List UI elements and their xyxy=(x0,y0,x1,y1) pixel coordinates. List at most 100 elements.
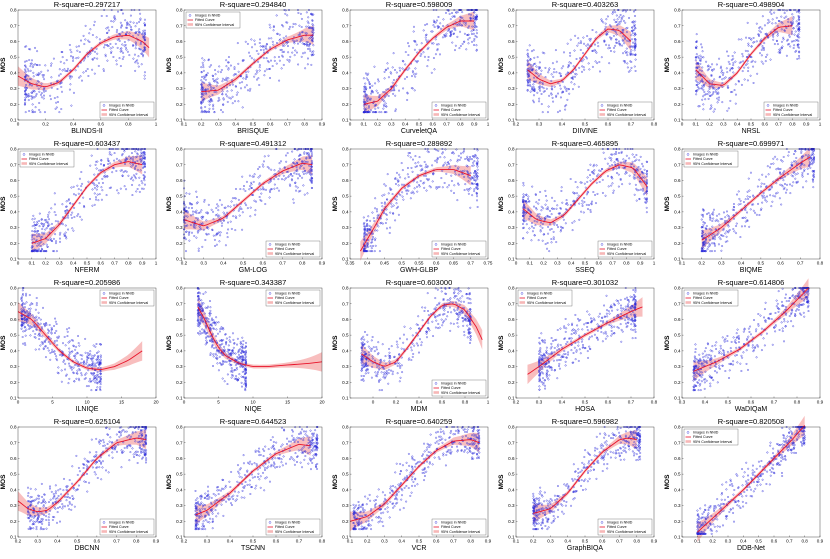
scatter-point xyxy=(780,47,783,50)
scatter-point xyxy=(77,192,80,195)
scatter-point xyxy=(542,87,545,90)
scatter-point xyxy=(704,82,707,85)
scatter-point xyxy=(704,244,707,247)
scatter-point xyxy=(624,159,627,162)
scatter-point xyxy=(280,48,283,51)
scatter-point xyxy=(252,189,255,192)
scatter-point xyxy=(421,167,424,170)
scatter-point xyxy=(394,197,397,200)
scatter-point xyxy=(140,48,142,51)
scatter-points xyxy=(200,9,315,114)
scatter-point xyxy=(595,202,597,205)
scatter-point xyxy=(106,44,109,47)
scatter-point xyxy=(298,24,301,27)
scatter-point xyxy=(33,96,36,99)
scatter-point xyxy=(813,176,816,179)
scatter-point xyxy=(235,73,238,76)
scatter-point xyxy=(563,85,566,88)
scatter-point xyxy=(257,77,260,80)
scatter-point xyxy=(395,202,398,205)
scatter-point xyxy=(475,36,478,39)
scatter-point xyxy=(126,157,129,160)
scatter-point xyxy=(375,103,377,106)
scatter-point xyxy=(415,43,418,46)
scatter-point xyxy=(263,70,266,73)
scatter-point xyxy=(133,53,136,56)
scatter-point xyxy=(476,195,478,198)
scatter-point xyxy=(435,19,438,22)
x-tick-label: 0.4 xyxy=(559,122,566,127)
x-tick-label: 0.8 xyxy=(125,122,132,127)
scatter-point xyxy=(185,206,188,209)
scatter-point xyxy=(731,55,734,57)
scatter-point xyxy=(81,182,84,185)
scatter-point xyxy=(36,64,39,66)
y-tick-label: 0.8 xyxy=(342,147,349,152)
confidence-band xyxy=(31,154,143,254)
scatter-point xyxy=(550,79,553,82)
scatter-point xyxy=(727,231,730,234)
scatter-point xyxy=(96,160,99,163)
scatter-point xyxy=(27,74,30,77)
scatter-point xyxy=(310,182,313,184)
scatter-point xyxy=(798,26,801,29)
fitted-curve xyxy=(522,164,648,224)
scatter-point xyxy=(281,178,283,181)
scatter-point xyxy=(526,79,529,81)
chart-title: R-square=0.491312 xyxy=(220,139,287,148)
scatter-point xyxy=(533,220,536,222)
scatter-point xyxy=(460,24,463,27)
scatter-point xyxy=(759,52,761,55)
scatter-point xyxy=(83,205,85,207)
scatter-point xyxy=(642,172,645,175)
scatter-point xyxy=(78,51,81,53)
y-tick-label: 0.7 xyxy=(342,162,349,167)
scatter-point xyxy=(71,211,74,214)
scatter-point xyxy=(385,88,388,91)
scatter-point xyxy=(245,74,248,76)
scatter-point xyxy=(475,44,478,47)
scatter-point xyxy=(631,32,634,35)
scatter-point xyxy=(203,59,206,62)
scatter-point xyxy=(717,232,720,235)
scatter-point xyxy=(226,100,229,103)
scatter-point xyxy=(705,227,708,230)
scatter-point xyxy=(86,356,89,358)
scatter-point xyxy=(740,225,743,228)
scatter-point xyxy=(142,29,145,32)
y-tick-label: 0.8 xyxy=(10,147,17,152)
scatter-point xyxy=(118,32,121,35)
scatter-point xyxy=(311,161,313,164)
scatter-point xyxy=(746,195,749,198)
scatter-point xyxy=(402,87,405,90)
scatter-point xyxy=(72,59,74,62)
scatter-point xyxy=(402,60,405,63)
scatter-point xyxy=(281,55,284,58)
scatter-point xyxy=(272,25,275,28)
y-axis-label: MOS xyxy=(332,57,339,72)
scatter-point xyxy=(95,388,98,391)
scatter-point xyxy=(755,213,758,216)
x-tick-label: 0.2 xyxy=(42,261,49,266)
scatter-point xyxy=(406,192,408,195)
scatter-point xyxy=(475,192,478,195)
scatter-point xyxy=(786,183,788,186)
scatter-point xyxy=(812,161,815,164)
scatter-point xyxy=(67,358,70,361)
scatter-point xyxy=(310,155,313,157)
scatter-point xyxy=(242,59,245,62)
scatter-point xyxy=(203,77,206,80)
scatter-point xyxy=(132,174,135,177)
scatter-point xyxy=(385,93,388,96)
scatter-point xyxy=(302,167,305,170)
scatter-point xyxy=(32,214,35,217)
scatter-point xyxy=(52,250,55,253)
scatter-point xyxy=(767,18,770,21)
scatter-point xyxy=(442,25,445,27)
scatter-point xyxy=(798,36,801,39)
scatter-point xyxy=(257,168,260,170)
scatter-point xyxy=(787,43,789,46)
scatter-point xyxy=(539,225,542,228)
scatter-point xyxy=(476,187,479,190)
